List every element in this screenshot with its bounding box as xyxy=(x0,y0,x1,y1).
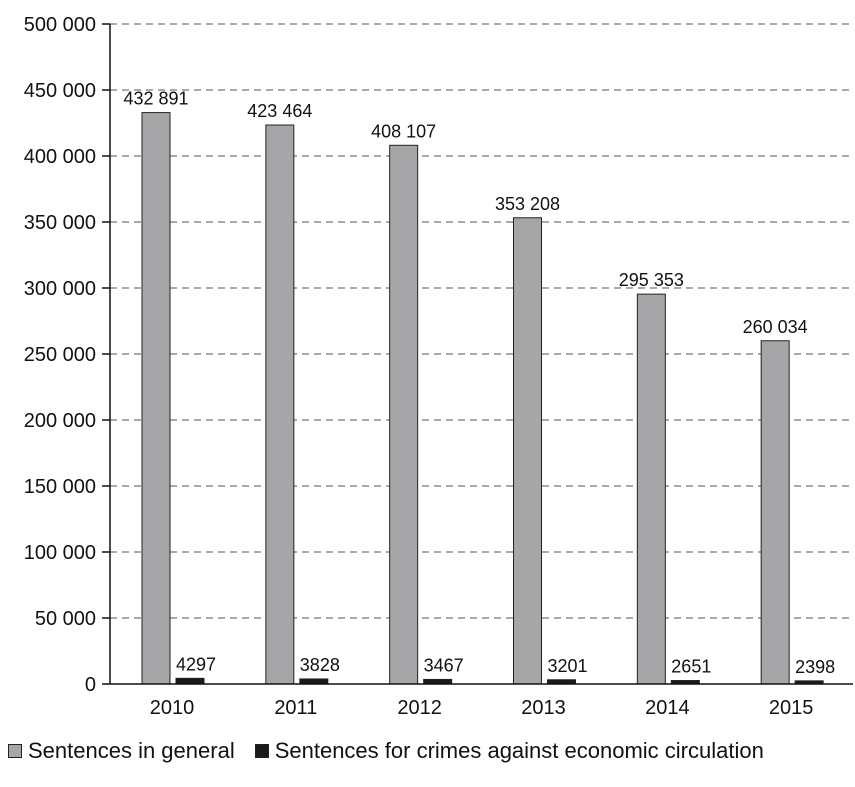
data-label-economic: 2651 xyxy=(671,657,711,677)
bar-general xyxy=(760,340,790,685)
bar-chart: 0 50 000 100 000 150 000 200 000 250 000 300 0… xyxy=(24,14,853,719)
data-label-economic: 3201 xyxy=(547,656,587,676)
data-label-general: 353 208 xyxy=(495,194,560,214)
legend-swatch-general xyxy=(8,744,22,758)
x-tick-label: 2014 xyxy=(645,697,690,719)
x-tick-label: 2012 xyxy=(397,697,442,719)
y-tick-label: 300 000 xyxy=(24,278,96,300)
legend: Sentences in general Sentences for crime… xyxy=(8,736,784,766)
x-tick-label: 2011 xyxy=(274,697,317,719)
data-label-economic: 2398 xyxy=(795,657,835,677)
bar-general xyxy=(513,217,542,685)
y-tick-label: 100 000 xyxy=(24,542,96,564)
bar-general xyxy=(265,124,295,685)
y-tick-label: 350 000 xyxy=(24,212,96,234)
y-tick-label: 200 000 xyxy=(24,410,96,432)
data-label-economic: 3467 xyxy=(424,655,464,675)
bar-general xyxy=(141,112,171,685)
data-label-general: 432 891 xyxy=(123,89,188,109)
y-tick-label: 0 xyxy=(85,674,96,696)
data-label-general: 260 034 xyxy=(743,317,808,337)
bar-economic xyxy=(175,677,205,685)
gridlines xyxy=(110,23,853,619)
bar-general xyxy=(636,293,666,685)
data-label-general: 423 464 xyxy=(247,101,312,121)
data-label-economic: 4297 xyxy=(176,654,216,674)
y-tick-label: 250 000 xyxy=(24,344,96,366)
legend-item-economic: Sentences for crimes against economic ci… xyxy=(254,738,764,764)
x-tick-label: 2010 xyxy=(150,697,195,719)
data-label-economic: 3828 xyxy=(300,655,340,675)
bar-general xyxy=(389,144,419,685)
legend-swatch-economic xyxy=(254,744,269,758)
legend-label-economic: Sentences for crimes against economic ci… xyxy=(274,738,764,763)
y-tick-label: 150 000 xyxy=(24,476,96,498)
legend-item-general: Sentences in general xyxy=(8,738,235,764)
y-tick-label: 50 000 xyxy=(35,608,96,630)
bars xyxy=(141,112,824,685)
data-label-general: 408 107 xyxy=(371,121,436,141)
data-labels: 432 891 4297 423 464 3828 408 107 3467 353 208… xyxy=(123,89,835,677)
x-tick-label: 2015 xyxy=(769,697,814,719)
y-axis-ticks: 0 50 000 100 000 150 000 200 000 250 000 300 0… xyxy=(24,14,110,696)
data-label-general: 295 353 xyxy=(619,270,684,290)
y-tick-label: 450 000 xyxy=(24,80,96,102)
legend-label-general: Sentences in general xyxy=(28,738,235,763)
x-axis-ticks: 2010 2011 2012 2013 2014 2015 xyxy=(150,697,814,719)
y-tick-label: 400 000 xyxy=(24,146,96,168)
bar-economic xyxy=(299,678,329,685)
x-tick-label: 2013 xyxy=(521,697,566,719)
y-tick-label: 500 000 xyxy=(24,14,96,36)
